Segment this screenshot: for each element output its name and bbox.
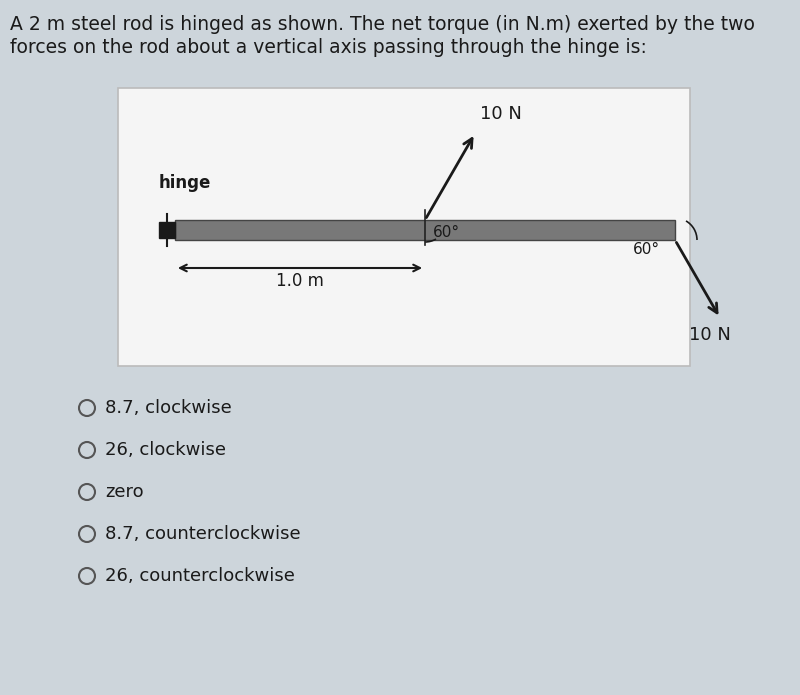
- Bar: [175, 220, 675, 240]
- Text: 8.7, counterclockwise: 8.7, counterclockwise: [105, 525, 301, 543]
- Text: hinge: hinge: [159, 174, 211, 192]
- Text: 10 N: 10 N: [480, 106, 522, 124]
- Text: A 2 m steel rod is hinged as shown. The net torque (in N.m) exerted by the two: A 2 m steel rod is hinged as shown. The …: [10, 15, 755, 34]
- Bar: [118, 88, 690, 366]
- Text: 8.7, clockwise: 8.7, clockwise: [105, 399, 232, 417]
- Text: 26, counterclockwise: 26, counterclockwise: [105, 567, 295, 585]
- Text: 26, clockwise: 26, clockwise: [105, 441, 226, 459]
- Bar: [159, 222, 175, 238]
- Text: 10 N: 10 N: [689, 326, 731, 344]
- Text: zero: zero: [105, 483, 144, 501]
- Text: 60°: 60°: [633, 242, 660, 257]
- Text: 1.0 m: 1.0 m: [276, 272, 324, 290]
- Text: forces on the rod about a vertical axis passing through the hinge is:: forces on the rod about a vertical axis …: [10, 38, 647, 57]
- Text: 60°: 60°: [433, 225, 460, 240]
